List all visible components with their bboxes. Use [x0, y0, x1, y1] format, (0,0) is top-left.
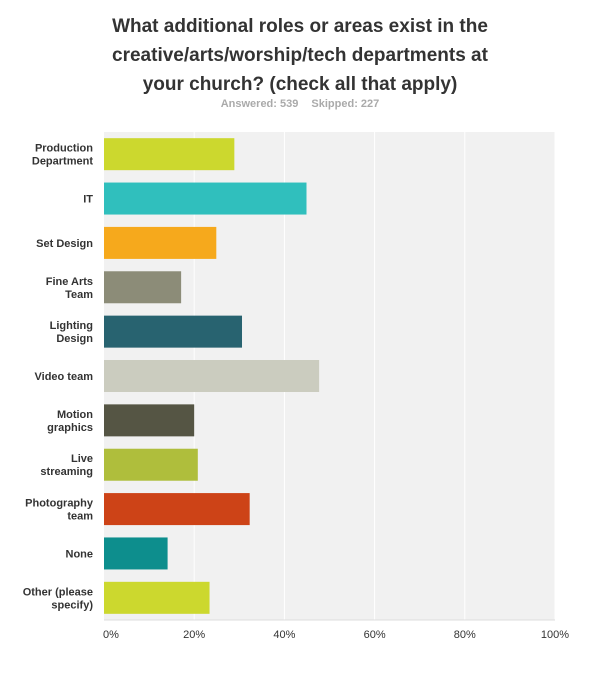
x-tick-label: 80%: [454, 629, 476, 641]
bar: [104, 315, 243, 348]
bar: [104, 226, 217, 259]
bar: [104, 271, 182, 304]
x-tick-label: 0%: [103, 629, 119, 641]
x-tick-label: 100%: [541, 629, 569, 641]
bar: [104, 448, 198, 481]
bar: [104, 581, 210, 614]
category-label: Production Department: [32, 143, 93, 168]
chart-title-line: What additional roles or areas exist in …: [112, 16, 488, 37]
x-tick-label: 20%: [183, 629, 205, 641]
bar: [104, 182, 307, 215]
bar: [104, 404, 195, 437]
category-label: None: [66, 548, 94, 560]
chart-title: What additional roles or areas exist in …: [90, 12, 510, 99]
category-label: Video team: [35, 371, 94, 383]
category-label: Set Design: [36, 238, 93, 250]
chart-title-line: your church? (check all that apply): [142, 74, 458, 95]
category-label: Photography team: [25, 498, 94, 523]
category-label: Motion graphics: [47, 409, 93, 434]
chart-title-line: creative/arts/worship/tech departments a…: [112, 45, 488, 66]
category-label: Lighting Design: [50, 320, 94, 345]
bar: [104, 537, 168, 570]
skipped-count: Skipped: 227: [311, 98, 380, 110]
x-tick-label: 40%: [273, 629, 295, 641]
bar: [104, 360, 320, 392]
category-label: Fine Arts Team: [46, 276, 93, 301]
x-tick-label: 60%: [364, 629, 386, 641]
response-stats: Answered: 539 Skipped: 227: [0, 98, 600, 110]
bar: [104, 138, 235, 171]
answered-count: Answered: 539: [220, 98, 299, 110]
category-label: IT: [83, 194, 93, 206]
category-label: Other (please specify): [23, 586, 94, 611]
category-label: Live streaming: [40, 453, 93, 478]
bar: [104, 493, 250, 526]
